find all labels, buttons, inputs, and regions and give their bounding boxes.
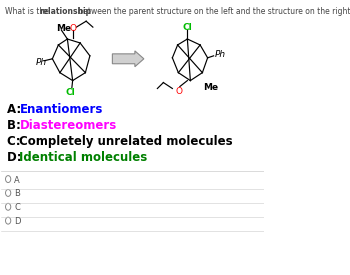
Text: Me: Me [203, 82, 218, 92]
Text: B:: B: [7, 119, 26, 132]
Text: Cl: Cl [182, 23, 192, 32]
Text: What is the: What is the [5, 7, 51, 16]
Text: O: O [176, 87, 183, 95]
Text: Ph: Ph [36, 58, 47, 67]
Text: C: C [14, 203, 20, 212]
Text: A:: A: [7, 103, 26, 116]
Text: between the parent structure on the left and the structure on the right?: between the parent structure on the left… [76, 7, 350, 16]
Text: relationship: relationship [40, 7, 92, 16]
Text: C:: C: [7, 135, 25, 148]
Text: O: O [70, 24, 77, 33]
Text: Diastereomers: Diastereomers [19, 119, 117, 132]
Text: Enantiomers: Enantiomers [19, 103, 103, 116]
Text: Completely unrelated molecules: Completely unrelated molecules [19, 135, 233, 148]
Text: Me: Me [56, 24, 71, 33]
Text: D:: D: [7, 151, 26, 164]
Text: Identical molecules: Identical molecules [19, 151, 148, 164]
Text: Cl: Cl [65, 87, 75, 97]
FancyArrow shape [112, 51, 144, 67]
Text: A: A [14, 176, 20, 185]
Text: B: B [14, 189, 20, 199]
Text: D: D [14, 217, 21, 226]
Text: Ph: Ph [214, 50, 225, 59]
